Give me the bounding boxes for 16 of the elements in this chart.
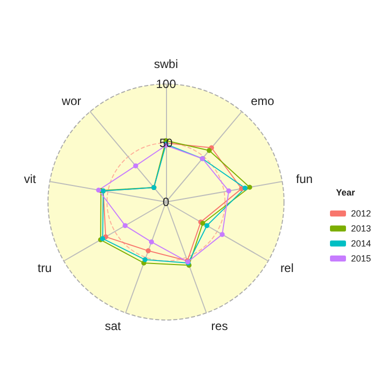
spoke-label: swbi: [154, 57, 178, 71]
spoke-label: wor: [60, 94, 82, 108]
spoke-label: rel: [280, 261, 294, 275]
legend-label: 2015: [350, 254, 372, 264]
spoke-label: tru: [38, 261, 52, 275]
legend-label: 2013: [350, 224, 372, 234]
legend-label: 2014: [350, 238, 372, 248]
spoke-label: sat: [104, 319, 122, 334]
y-tick-label: 100: [156, 77, 176, 91]
y-tick-label: 0: [162, 195, 170, 209]
spoke-label: vit: [24, 172, 37, 186]
spoke-label: res: [211, 319, 228, 334]
spoke-label: emo: [250, 94, 275, 108]
legend-label: 2012: [350, 208, 372, 218]
legend-title: Year: [336, 188, 356, 198]
spoke-label: fun: [296, 172, 313, 186]
